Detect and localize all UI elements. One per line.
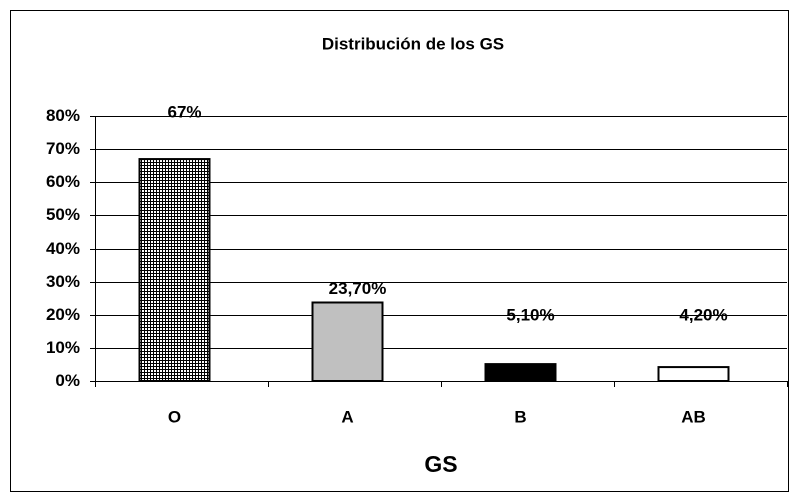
x-tick-label: O [168, 407, 181, 426]
bar [657, 366, 730, 382]
chart-border [10, 10, 789, 492]
bar [484, 363, 557, 383]
y-tick-label: 20% [46, 305, 80, 324]
x-tick-label: A [341, 407, 353, 426]
y-tick-label: 70% [46, 139, 80, 158]
x-tick-label: B [514, 407, 526, 426]
data-label: 23,70% [329, 279, 387, 298]
y-tick-label: 0% [55, 371, 80, 390]
x-tick-label: AB [681, 407, 706, 426]
bar [138, 158, 211, 382]
y-tick-label: 80% [46, 106, 80, 125]
bar [311, 301, 384, 382]
y-tick-label: 30% [46, 272, 80, 291]
data-label: 67% [167, 103, 201, 122]
data-label: 5,10% [506, 306, 554, 325]
y-tick-label: 50% [46, 205, 80, 224]
x-axis-label: GS [424, 451, 457, 477]
y-tick-label: 60% [46, 172, 80, 191]
y-tick-label: 10% [46, 338, 80, 357]
data-label: 4,20% [679, 306, 727, 325]
y-tick-label: 40% [46, 239, 80, 258]
chart-title: Distribución de los GS [322, 34, 504, 53]
